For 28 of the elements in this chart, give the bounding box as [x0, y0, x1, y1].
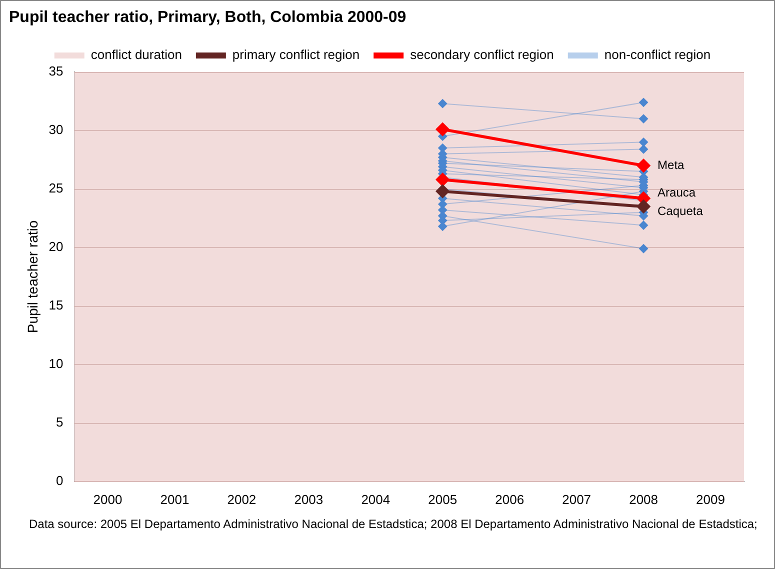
x-tick-label: 2005 — [428, 492, 458, 507]
annotation: Meta — [658, 158, 685, 172]
chart-title: Pupil teacher ratio, Primary, Both, Colombia 2000-09 — [9, 9, 406, 27]
y-tick-label: 35 — [48, 64, 64, 79]
y-axis-title: Pupil teacher ratio — [24, 220, 40, 334]
y-tick-label: 30 — [48, 122, 64, 138]
annotation: Caqueta — [658, 204, 704, 218]
x-tick-label: 2002 — [227, 492, 256, 507]
legend-label: primary conflict region — [232, 47, 360, 62]
x-tick-label: 2006 — [495, 492, 524, 507]
y-tick-label: 20 — [48, 239, 64, 254]
y-tick-label: 25 — [48, 180, 64, 196]
x-tick-label: 2000 — [93, 492, 122, 507]
x-tick-label: 2003 — [294, 492, 324, 507]
legend-label: secondary conflict region — [410, 47, 554, 62]
y-tick-label: 5 — [56, 414, 64, 430]
legend-label: non-conflict region — [604, 47, 711, 62]
y-tick-label: 0 — [56, 472, 64, 488]
y-tick-label: 10 — [48, 356, 64, 372]
source-note: Data source: 2005 El Departamento Administrativo Nacional de Estadstica; 2008 El Departamento Administrativo Nacional de Estadstica; — [29, 516, 758, 532]
annotation: Arauca — [658, 186, 696, 200]
x-tick-label: 2008 — [629, 492, 658, 507]
y-tick-label: 15 — [48, 298, 64, 313]
x-tick-label: 2009 — [696, 492, 725, 507]
x-tick-label: 2007 — [562, 492, 592, 507]
legend-label: conflict duration — [90, 47, 182, 62]
x-tick-label: 2001 — [160, 492, 190, 507]
x-tick-label: 2004 — [361, 492, 390, 507]
